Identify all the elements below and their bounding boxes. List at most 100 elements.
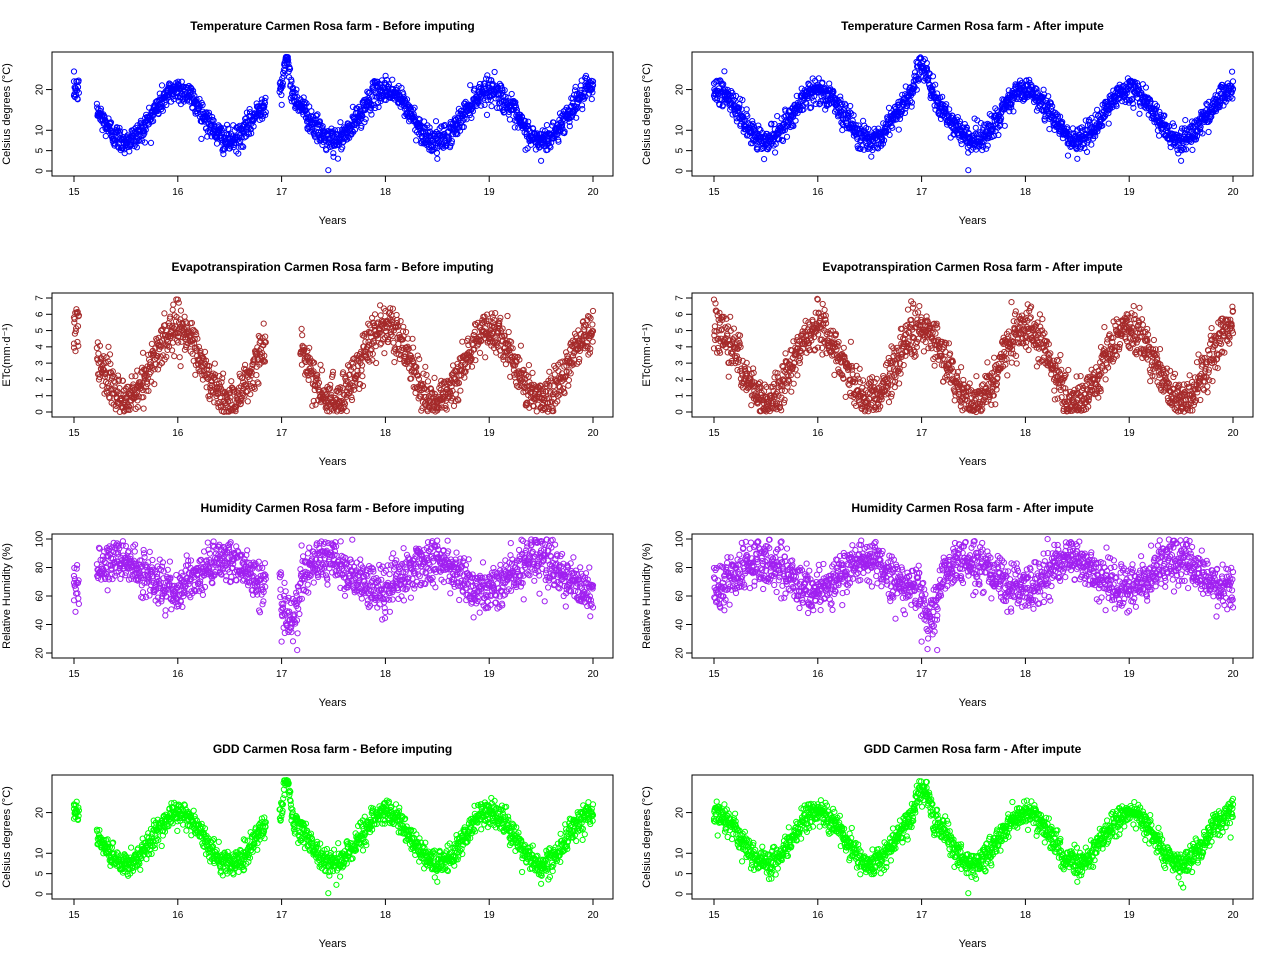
x-tick-label: 19 [1124,187,1136,198]
data-point [147,139,155,146]
x-tick-label: 16 [812,428,824,439]
data-point [278,101,285,108]
y-tick-label: 6 [35,311,46,317]
data-point [288,78,295,85]
data-point [1142,84,1150,91]
data-point [246,106,253,113]
data-point [325,167,332,174]
x-tick-label: 17 [276,428,288,439]
data-point [237,138,244,145]
x-tick-label: 15 [708,187,720,198]
data-point [150,118,157,125]
data-point [488,103,495,110]
data-point [259,115,266,122]
x-tick-label: 15 [708,428,720,439]
data-point [393,311,400,319]
data-point [161,310,168,317]
y-tick-label: 2 [675,376,686,382]
data-point [135,137,142,145]
data-point [248,130,255,137]
data-point [139,349,147,356]
data-point [178,78,185,85]
scatter-series [70,53,597,174]
x-tick-label: 17 [916,187,928,198]
x-tick-label: 17 [276,187,288,198]
data-point [432,118,440,125]
data-point [130,129,137,137]
data-point [74,96,81,103]
data-point [192,371,199,378]
data-point [391,359,398,366]
data-point [476,349,484,356]
y-tick-label: 0 [675,168,686,174]
data-point [177,307,184,314]
data-point [133,144,140,151]
chart-panel-3: Evapotranspiration Carmen Rosa farm - Be… [1,260,614,468]
data-point [1229,68,1236,75]
x-tick-label: 18 [1020,187,1032,198]
data-point [177,363,184,370]
x-tick-label: 18 [380,428,392,439]
data-point [159,107,166,114]
data-point [225,125,232,132]
y-tick-label: 4 [675,344,686,350]
data-point [244,398,251,405]
y-tick-label: 5 [675,147,686,153]
data-point [198,135,205,142]
y-axis-label: ETc(mm·d⁻¹) [1,323,13,386]
data-point [291,93,298,100]
x-tick-label: 17 [916,428,928,439]
data-point [895,126,902,133]
data-point [284,54,291,61]
data-point [228,378,235,385]
x-tick-label: 16 [812,187,824,198]
chart-title: Temperature Carmen Rosa farm - Before im… [190,19,475,33]
data-point [279,83,286,90]
data-point [308,108,315,115]
data-point [223,121,231,128]
data-point [517,342,525,349]
data-point [337,119,344,126]
y-tick-label: 20 [35,84,46,96]
y-tick-label: 3 [35,360,46,366]
x-tick-label: 20 [1227,428,1239,439]
data-point [106,351,114,358]
data-point [589,321,596,328]
data-point [116,124,123,132]
data-point [965,167,972,174]
y-tick-label: 7 [675,295,686,301]
data-point [114,124,121,132]
data-point [1139,81,1147,88]
data-point [163,101,170,109]
data-point [107,119,115,126]
data-point [205,109,213,116]
data-point [142,126,149,133]
data-point [139,125,146,132]
x-tick-label: 19 [484,187,496,198]
chart-title: Evapotranspiration Carmen Rosa farm - Af… [822,260,1123,274]
y-tick-label: 3 [675,360,686,366]
x-tick-label: 20 [587,428,599,439]
data-point [381,350,388,357]
y-tick-label: 5 [675,327,686,333]
data-point [579,106,586,113]
x-tick-label: 16 [172,187,184,198]
data-point [175,78,182,85]
y-axis-label: Celsius degrees (°C) [1,63,13,165]
data-point [483,111,491,119]
y-tick-label: 10 [35,124,46,136]
data-point [330,153,337,160]
x-tick-label: 18 [380,187,392,198]
scatter-series [710,54,1237,174]
y-tick-label: 1 [35,392,46,398]
data-point [132,373,139,380]
y-axis-label: Celsius degrees (°C) [641,63,653,165]
data-point [220,151,227,158]
chart-title: Evapotranspiration Carmen Rosa farm - Be… [171,260,493,274]
data-point [75,77,82,84]
y-axis-label: ETc(mm·d⁻¹) [641,323,653,386]
data-point [276,88,283,96]
data-point [211,399,218,406]
data-point [792,117,799,124]
x-tick-label: 20 [587,187,599,198]
